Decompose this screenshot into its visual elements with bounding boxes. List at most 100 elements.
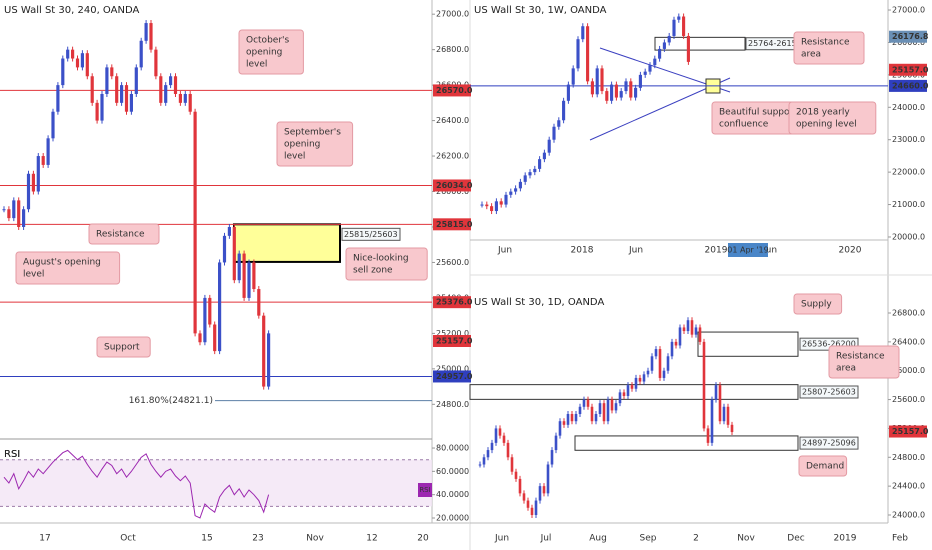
candle: [80, 53, 84, 68]
candle: [690, 320, 694, 335]
candle: [626, 385, 630, 396]
candle: [722, 406, 726, 422]
zone-label: 25815/25603: [344, 230, 398, 239]
chart-title: RSI: [4, 449, 20, 460]
candle: [638, 74, 642, 88]
candle: [523, 175, 527, 182]
callout-text: opening: [284, 140, 320, 150]
candle: [533, 168, 537, 173]
zone: [469, 384, 799, 400]
price-tag-label: 25157.0: [436, 337, 473, 346]
candle: [648, 65, 652, 72]
candle: [85, 53, 89, 77]
candle: [252, 262, 256, 290]
candle: [41, 156, 45, 165]
candle: [159, 76, 163, 103]
candle: [144, 23, 148, 41]
y-tick-label: 20.0000: [436, 513, 469, 522]
candle: [509, 191, 513, 195]
candle: [95, 102, 99, 121]
callout-text: level: [284, 152, 305, 162]
y-tick-label: 60.0000: [436, 467, 469, 476]
zone: [233, 223, 341, 263]
x-tick-label: 23: [252, 534, 263, 544]
candle: [610, 399, 614, 411]
candle: [682, 327, 686, 332]
x-tick-label: 2018: [571, 246, 594, 256]
chart-title: US Wall St 30, 1D, OANDA: [474, 297, 604, 308]
callout-text: October's: [246, 36, 289, 46]
candle: [634, 87, 638, 98]
candle: [629, 81, 633, 98]
price-tag-label: 26570.0: [436, 86, 473, 95]
candle: [538, 159, 542, 169]
candle: [110, 67, 114, 77]
y-tick-label: 25600.0: [436, 258, 469, 267]
candle: [499, 201, 503, 205]
candle: [682, 16, 686, 36]
callout-text: confluence: [719, 120, 769, 130]
callout-text: Demand: [806, 462, 844, 472]
candle: [124, 85, 129, 112]
price-tag: [433, 179, 471, 192]
candle: [203, 297, 207, 343]
y-tick-label: 24400.0: [892, 482, 925, 491]
y-tick-label: 24800.0: [436, 400, 469, 409]
candle: [547, 139, 551, 153]
candle: [574, 414, 578, 422]
price-tag-label: 25815.0: [436, 220, 473, 229]
x-tick-label: 12: [366, 534, 377, 544]
candle: [662, 42, 666, 49]
callout-text: area: [836, 364, 856, 374]
y-tick-label: 24000.0: [892, 510, 925, 519]
candle: [173, 76, 178, 94]
y-tick-label: 25000.0: [436, 364, 469, 373]
x-tick-label: 17: [39, 534, 50, 544]
candle: [562, 421, 566, 425]
x-tick-label: Sep: [640, 534, 657, 544]
rsi-tag: [418, 483, 432, 497]
y-tick-label: 26000.0: [892, 366, 925, 375]
candle: [129, 93, 133, 112]
x-tick-label: Jun: [628, 246, 643, 256]
price-tag: [889, 30, 927, 43]
candle: [667, 35, 671, 43]
callout-text: level: [23, 270, 44, 280]
candle: [586, 399, 590, 407]
candle: [576, 39, 580, 69]
y-tick-label: 25600.0: [892, 395, 925, 404]
candle: [530, 507, 534, 515]
callout-text: opening level: [796, 120, 857, 130]
candle: [578, 406, 582, 415]
candle: [518, 181, 522, 189]
y-tick-label: 20000.0: [892, 232, 925, 241]
callout: [88, 223, 160, 245]
candle: [618, 392, 622, 404]
candle: [653, 58, 657, 66]
price-tag-label: 26034.0: [436, 181, 473, 190]
candle: [581, 26, 585, 40]
callout-text: Support: [104, 343, 140, 353]
candle: [702, 341, 706, 429]
x-tick-label: Oct: [120, 534, 136, 544]
price-tag-label: 24957.0: [436, 372, 473, 381]
candle: [571, 68, 575, 85]
x-tick-label: 20: [417, 534, 429, 544]
candle: [582, 399, 586, 407]
x-tick-label: Nov: [737, 534, 755, 544]
candle: [31, 173, 35, 192]
y-tick-label: 80.0000: [436, 444, 469, 453]
callout-text: Beautiful support: [719, 108, 797, 118]
candle: [257, 289, 261, 316]
candle: [480, 204, 484, 206]
crosshair-tag: [728, 243, 768, 257]
candle: [494, 201, 498, 212]
chart-title: US Wall St 30, 240, OANDA: [4, 5, 139, 16]
candle: [222, 235, 227, 263]
candle: [726, 406, 730, 425]
callout-text: Resistance: [801, 38, 850, 48]
candle: [247, 262, 251, 298]
candle: [478, 464, 482, 466]
candle: [502, 435, 506, 443]
candle: [514, 471, 518, 479]
